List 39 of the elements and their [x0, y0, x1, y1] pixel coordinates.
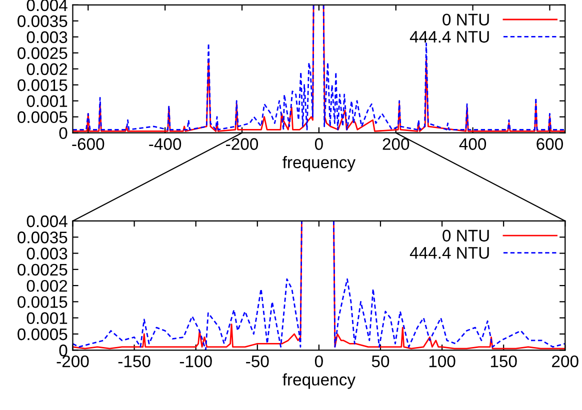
x-tick-label: -400	[149, 138, 182, 150]
y-tick-label: 0.001	[26, 312, 68, 324]
x-tick-label: 200	[382, 138, 410, 150]
x-tick-label: 0	[314, 355, 323, 368]
x-tick-label: 0	[314, 138, 323, 150]
x-tick-label: 400	[459, 138, 486, 150]
x-tick-label: -600	[72, 138, 104, 150]
x-axis-title: frequency	[282, 156, 356, 172]
y-tick-label: 0.002	[26, 63, 68, 76]
y-tick-label: 0.0005	[18, 111, 68, 124]
y-tick-label: 0.003	[26, 248, 68, 260]
x-tick-label: -50	[246, 355, 269, 368]
x-tick-label: -100	[180, 355, 212, 368]
y-tick-label: 0.0025	[18, 264, 68, 276]
x-tick-label: -200	[226, 138, 258, 150]
legend-label: 444.4 NTU	[410, 247, 489, 259]
x-tick-label: 100	[429, 355, 456, 368]
y-tick-label: 0.003	[26, 31, 68, 44]
x-tick-label: -200	[56, 355, 89, 368]
legend-label: 0 NTU	[442, 14, 489, 26]
y-tick-label: 0.0015	[18, 296, 68, 308]
y-tick-label: 0.002	[26, 280, 68, 292]
x-tick-label: 150	[490, 355, 517, 368]
x-tick-label: -150	[118, 355, 150, 368]
legend-label: 444.4 NTU	[410, 31, 489, 43]
legend-label: 0 NTU	[442, 230, 489, 242]
y-tick-label: 0	[59, 344, 68, 356]
x-tick-label: 600	[536, 138, 563, 150]
y-tick-label: 0	[59, 127, 68, 140]
x-tick-label: 200	[552, 355, 578, 368]
y-tick-label: 0.001	[26, 95, 68, 108]
x-axis-title: frequency	[282, 373, 356, 389]
y-tick-label: 0.004	[26, 215, 68, 228]
y-tick-label: 0.0005	[18, 328, 68, 340]
y-tick-label: 0.0015	[18, 79, 68, 92]
y-tick-label: 0.0035	[18, 15, 68, 28]
y-tick-label: 0.0025	[18, 47, 68, 60]
y-tick-label: 0.0035	[18, 232, 68, 244]
x-tick-label: 50	[372, 355, 390, 368]
